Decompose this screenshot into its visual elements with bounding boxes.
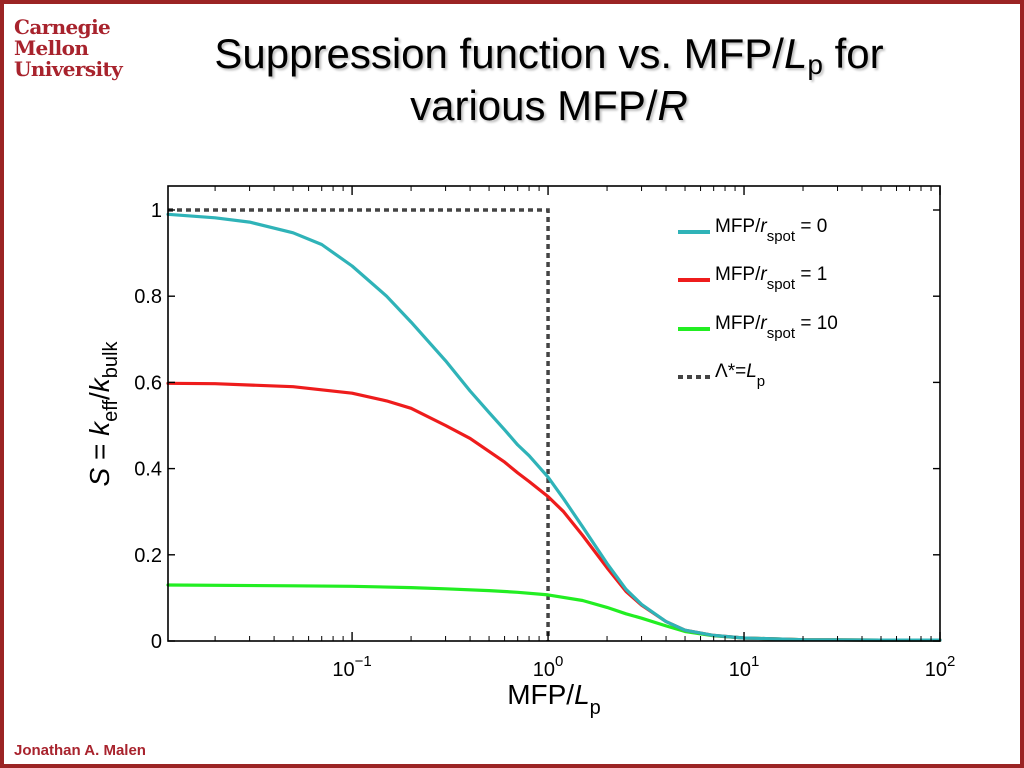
y-tick-label: 1 <box>151 200 162 222</box>
series-line-mfp-rspot-10 <box>166 583 942 642</box>
y-tick-label: 0.2 <box>134 545 162 567</box>
reference-line-lambda <box>168 208 550 641</box>
title-italic-l: L <box>783 30 808 77</box>
plot-frame <box>167 185 941 642</box>
title-part3: for <box>822 30 884 77</box>
y-tick-label: 0.6 <box>134 372 162 394</box>
legend-label-0: MFP/rspot = 0 <box>715 216 827 245</box>
suppression-chart: 0 0.2 0.4 0.6 0.8 1 10−1 100 101 102 MFP/Lp S = k… <box>84 185 956 719</box>
x-tick-label: 10−1 <box>332 653 371 681</box>
x-axis-label: MFP/Lp <box>507 679 601 719</box>
title-part1: Suppression function vs. MFP/ <box>214 30 784 77</box>
title-italic-r: R <box>657 82 688 129</box>
x-tick-label: 100 <box>533 653 564 681</box>
series-line-mfp-rspot-0 <box>166 212 942 642</box>
slide-title: Suppression function vs. MFP/Lp for vari… <box>114 28 984 132</box>
legend-label-10: MFP/rspot = 10 <box>715 313 838 342</box>
series-line-mfp-rspot-1 <box>166 381 942 642</box>
legend-label-1: MFP/rspot = 1 <box>715 264 827 293</box>
legend-label-reference: Λ*=Lp <box>715 361 765 390</box>
x-tick-label: 101 <box>729 653 760 681</box>
logo-line-university: University <box>14 57 123 81</box>
logo-line-mellon: Mellon <box>14 36 89 60</box>
y-tick-label: 0.8 <box>134 286 162 308</box>
x-tick-label: 102 <box>925 653 956 681</box>
author-footer: Jonathan A. Malen <box>14 742 146 759</box>
legend: MFP/rspot = 0 MFP/rspot = 1 MFP/rspot = … <box>678 216 838 390</box>
cmu-logo: Carnegie Mellon University <box>14 15 123 81</box>
title-sub-p: p <box>807 49 823 80</box>
logo-line-carnegie: Carnegie <box>14 15 111 39</box>
title-part4: various MFP/ <box>410 82 658 129</box>
y-axis-label: S = keff/kbulk <box>84 341 122 487</box>
y-tick-label: 0 <box>151 631 162 653</box>
y-tick-label: 0.4 <box>134 459 162 481</box>
